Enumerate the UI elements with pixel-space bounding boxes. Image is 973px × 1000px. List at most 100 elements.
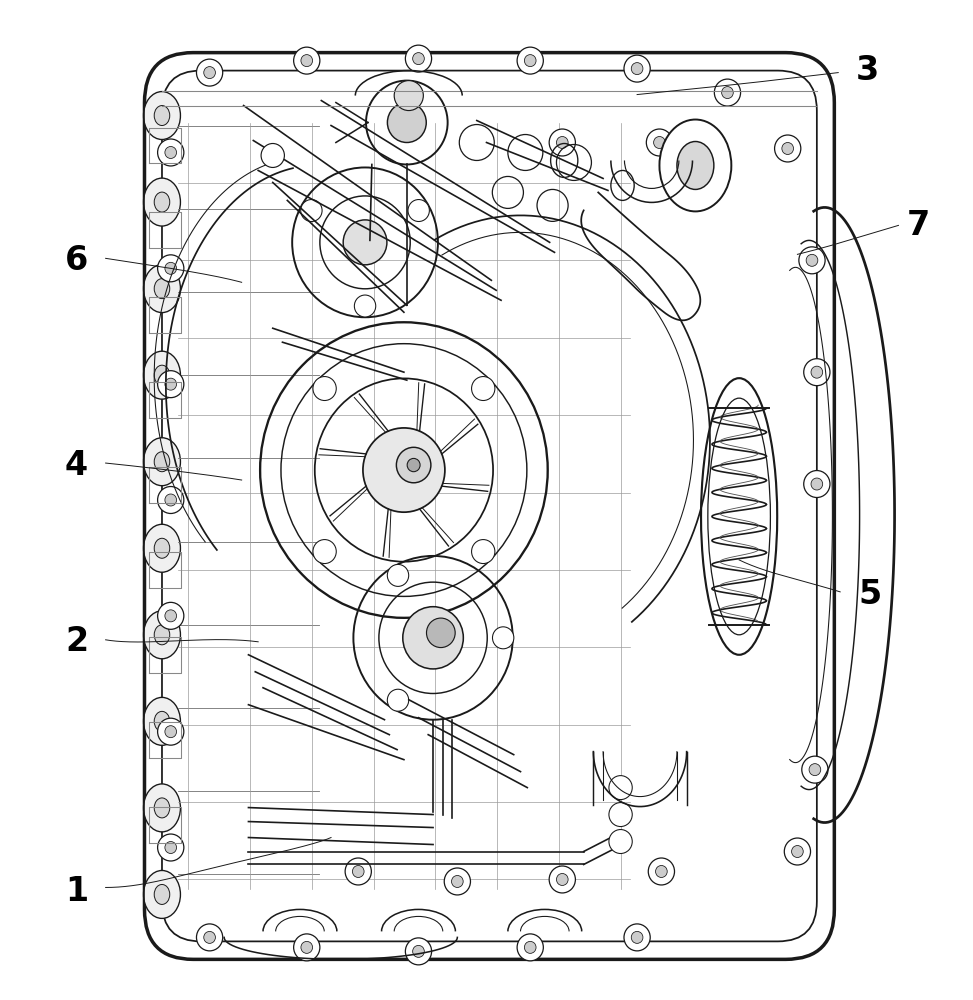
Ellipse shape (144, 524, 180, 572)
Circle shape (301, 200, 322, 222)
Circle shape (524, 55, 536, 67)
Ellipse shape (144, 178, 180, 226)
Circle shape (646, 129, 672, 156)
Circle shape (472, 540, 495, 564)
Circle shape (294, 934, 320, 961)
Circle shape (549, 866, 575, 893)
Ellipse shape (154, 106, 169, 126)
Text: 2: 2 (65, 625, 88, 658)
Circle shape (472, 377, 495, 401)
Circle shape (158, 602, 184, 629)
Circle shape (164, 378, 176, 390)
Circle shape (164, 146, 176, 158)
Ellipse shape (154, 884, 169, 904)
Circle shape (609, 803, 632, 827)
Circle shape (802, 756, 828, 783)
Circle shape (451, 875, 463, 887)
Circle shape (354, 295, 376, 317)
Circle shape (810, 764, 821, 776)
Circle shape (164, 726, 176, 738)
Circle shape (406, 938, 432, 965)
Circle shape (164, 842, 176, 854)
Ellipse shape (154, 192, 169, 212)
Circle shape (197, 59, 223, 86)
Circle shape (407, 458, 420, 472)
Ellipse shape (144, 438, 180, 486)
Ellipse shape (144, 351, 180, 399)
Circle shape (445, 868, 471, 895)
Ellipse shape (144, 611, 180, 659)
Circle shape (811, 478, 823, 490)
Ellipse shape (144, 92, 180, 140)
Circle shape (631, 63, 643, 75)
Circle shape (294, 47, 320, 74)
Ellipse shape (144, 265, 180, 313)
Circle shape (557, 137, 568, 148)
Ellipse shape (677, 141, 714, 189)
Circle shape (656, 865, 667, 877)
Circle shape (158, 371, 184, 398)
Circle shape (387, 564, 409, 586)
Text: 1: 1 (65, 875, 88, 908)
Ellipse shape (154, 798, 169, 818)
Circle shape (406, 45, 432, 72)
Circle shape (203, 67, 215, 79)
Circle shape (313, 540, 337, 564)
Circle shape (403, 607, 463, 669)
Circle shape (197, 924, 223, 951)
Ellipse shape (154, 538, 169, 558)
Circle shape (714, 79, 740, 106)
Circle shape (396, 447, 431, 483)
Circle shape (807, 254, 818, 266)
Circle shape (517, 47, 543, 74)
Circle shape (775, 135, 801, 162)
Ellipse shape (154, 452, 169, 472)
Text: 7: 7 (907, 209, 930, 242)
Circle shape (203, 931, 215, 943)
Circle shape (158, 139, 184, 166)
Circle shape (413, 945, 424, 957)
Circle shape (158, 834, 184, 861)
Circle shape (799, 247, 825, 274)
Circle shape (557, 873, 568, 885)
Text: 6: 6 (65, 244, 89, 277)
Circle shape (164, 610, 176, 622)
Circle shape (301, 55, 312, 67)
Circle shape (164, 494, 176, 506)
Circle shape (804, 359, 830, 386)
Circle shape (609, 830, 632, 854)
Circle shape (394, 81, 423, 111)
Circle shape (426, 618, 455, 648)
Text: 3: 3 (855, 54, 879, 87)
Circle shape (408, 200, 429, 222)
Circle shape (549, 129, 575, 156)
Circle shape (313, 377, 337, 401)
Circle shape (261, 143, 284, 167)
Text: 4: 4 (65, 449, 88, 482)
Circle shape (158, 255, 184, 282)
Circle shape (784, 838, 811, 865)
Circle shape (517, 934, 543, 961)
Circle shape (352, 865, 364, 877)
Ellipse shape (144, 870, 180, 918)
Circle shape (722, 87, 734, 99)
Circle shape (158, 718, 184, 745)
Circle shape (343, 220, 387, 265)
Circle shape (792, 846, 804, 858)
Circle shape (609, 776, 632, 800)
Ellipse shape (660, 120, 732, 211)
Circle shape (158, 487, 184, 513)
Circle shape (782, 142, 794, 154)
Circle shape (413, 53, 424, 65)
Circle shape (804, 471, 830, 498)
Circle shape (524, 941, 536, 953)
Circle shape (811, 366, 823, 378)
Circle shape (492, 627, 514, 649)
Circle shape (301, 941, 312, 953)
Ellipse shape (154, 711, 169, 731)
Circle shape (363, 428, 445, 512)
Circle shape (345, 858, 372, 885)
Circle shape (624, 55, 650, 82)
Circle shape (387, 689, 409, 711)
Circle shape (631, 931, 643, 943)
